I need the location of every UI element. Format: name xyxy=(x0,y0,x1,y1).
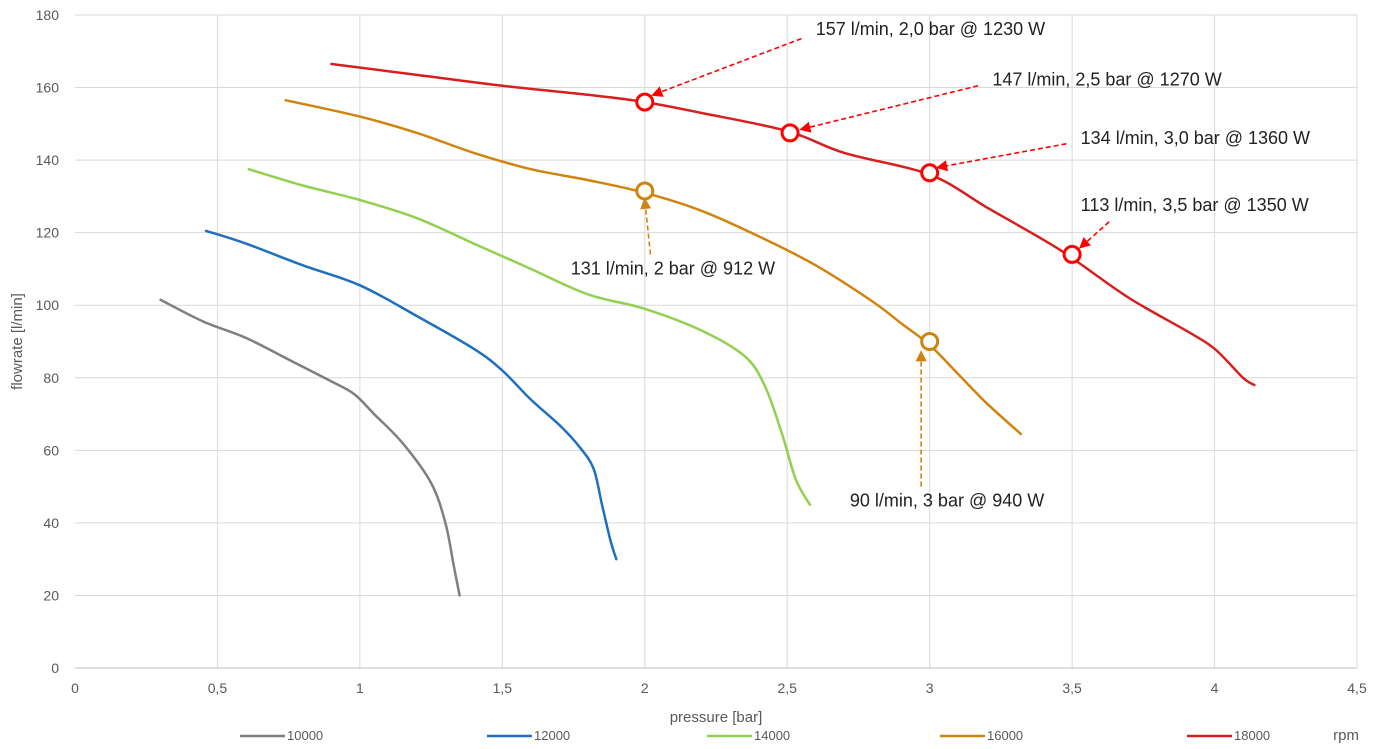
y-tick-label: 0 xyxy=(51,660,59,676)
annotation-arrow xyxy=(651,37,802,97)
legend-label-10000: 10000 xyxy=(287,728,323,743)
x-tick-label: 4 xyxy=(1211,680,1219,696)
x-tick-label: 2,5 xyxy=(777,680,797,696)
y-tick-label: 40 xyxy=(43,515,59,531)
legend-label-16000: 16000 xyxy=(987,728,1023,743)
x-tick-label: 1,5 xyxy=(493,680,513,696)
x-tick-label: 0,5 xyxy=(208,680,228,696)
series-line-10000 xyxy=(159,298,461,597)
series-line-12000 xyxy=(204,229,618,561)
legend: 10000 12000 14000 16000 18000 xyxy=(240,728,1270,743)
annotation-label: 147 l/min, 2,5 bar @ 1270 W xyxy=(992,70,1221,90)
grid xyxy=(75,14,1358,668)
legend-label-18000: 18000 xyxy=(1234,728,1270,743)
data-point-marker xyxy=(920,163,940,183)
data-point-marker xyxy=(1062,244,1082,264)
x-tick-label: 3 xyxy=(926,680,934,696)
y-tick-label: 140 xyxy=(36,152,60,168)
axes: 0 0,5 1 1,5 2 2,5 3 3,5 4 4,5 0 20 40 60 80 100 120 140 16… xyxy=(36,7,1367,696)
x-tick-label: 4,5 xyxy=(1347,680,1367,696)
y-tick-label: 160 xyxy=(36,80,60,96)
data-point-marker xyxy=(920,332,940,351)
y-tick-label: 20 xyxy=(43,587,59,603)
annotation-label: 134 l/min, 3,0 bar @ 1360 W xyxy=(1081,128,1310,148)
x-axis-title: pressure [bar] xyxy=(670,709,763,726)
annotation-label: 131 l/min, 2 bar @ 912 W xyxy=(571,258,775,278)
legend-label-14000: 14000 xyxy=(754,728,790,743)
y-tick-label: 100 xyxy=(36,297,60,313)
annotation-label: 113 l/min, 3,5 bar @ 1350 W xyxy=(1081,195,1309,215)
series-lines xyxy=(159,62,1256,597)
annotation-label: 157 l/min, 2,0 bar @ 1230 W xyxy=(816,19,1045,39)
x-tick-label: 1 xyxy=(356,680,364,696)
markers xyxy=(635,92,1082,351)
data-point-marker xyxy=(635,92,655,112)
series-line-14000 xyxy=(247,167,812,507)
x-tick-label: 0 xyxy=(71,680,79,696)
series-line-16000 xyxy=(284,99,1023,436)
annotation-arrow xyxy=(799,84,979,133)
series-line-18000 xyxy=(330,62,1256,387)
legend-label-12000: 12000 xyxy=(534,728,570,743)
y-tick-label: 180 xyxy=(36,7,60,23)
y-tick-label: 80 xyxy=(43,370,59,386)
y-axis-title: flowrate [l/min] xyxy=(9,293,26,390)
x-tick-label: 3,5 xyxy=(1062,680,1082,696)
annotations: 157 l/min, 2,0 bar @ 1230 W 147 l/min, 2,… xyxy=(571,19,1310,511)
x-tick-label: 2 xyxy=(641,680,649,696)
y-tick-label: 60 xyxy=(43,442,59,458)
legend-title: rpm xyxy=(1333,727,1359,744)
data-point-marker xyxy=(780,123,800,143)
annotation-label: 90 l/min, 3 bar @ 940 W xyxy=(850,491,1044,511)
annotation-arrow xyxy=(640,197,652,255)
data-point-marker xyxy=(635,181,655,201)
annotation-arrow xyxy=(936,142,1067,172)
annotation-arrow xyxy=(1078,221,1110,249)
y-tick-label: 120 xyxy=(36,225,60,241)
